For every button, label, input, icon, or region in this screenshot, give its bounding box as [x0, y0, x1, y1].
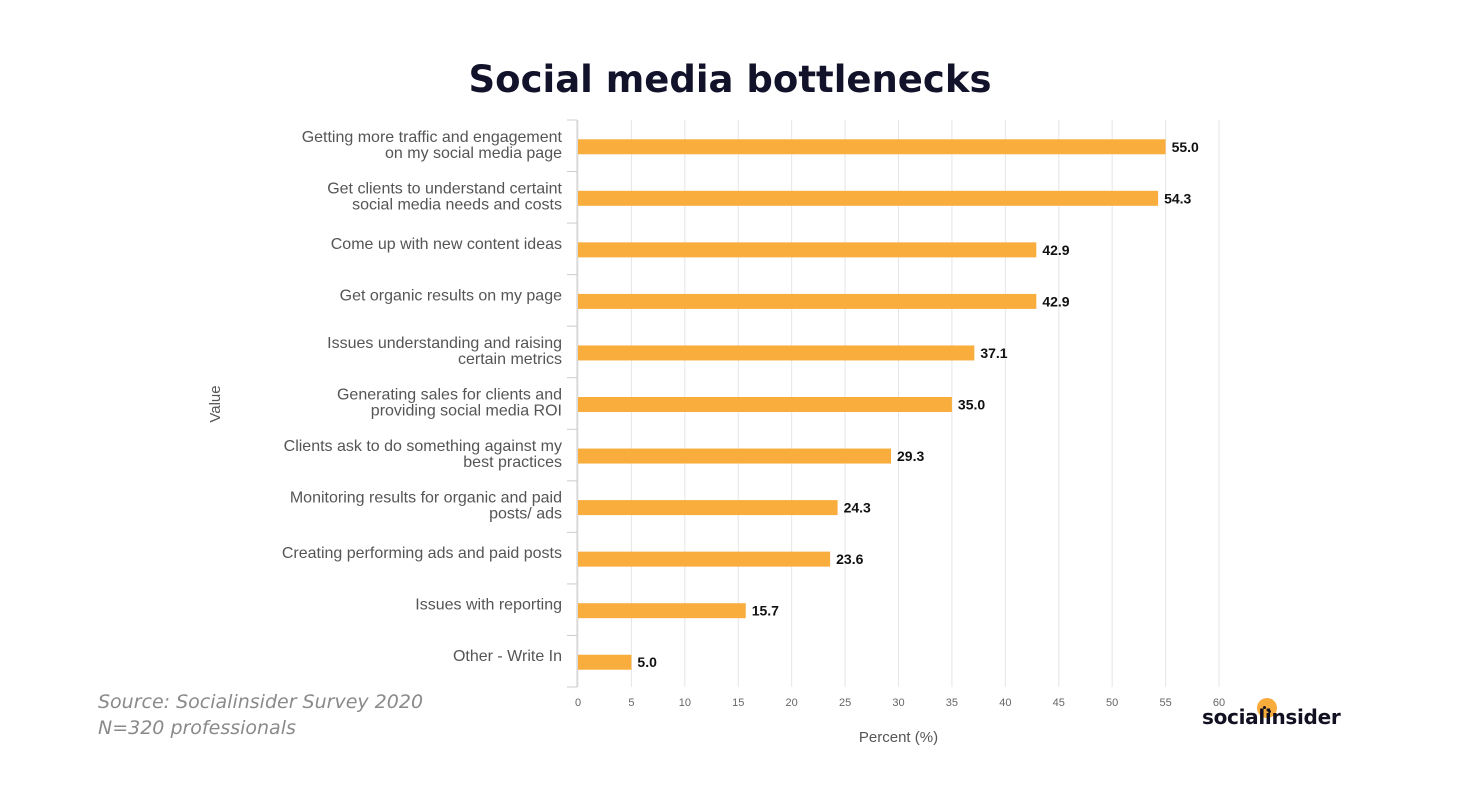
- bar: [578, 448, 892, 464]
- socialinsider-logo: socialinsider: [1202, 698, 1352, 732]
- bar: [578, 603, 746, 619]
- category-label: Creating performing ads and paid posts: [282, 545, 562, 562]
- category-label: on my social media page: [385, 145, 562, 162]
- data-label: 54.3: [1164, 190, 1191, 206]
- x-tick-label: 25: [839, 697, 851, 709]
- data-label: 29.3: [897, 448, 924, 464]
- x-tick-label: 50: [1106, 697, 1118, 709]
- logo-smiley-icon: [1257, 698, 1277, 718]
- x-tick-label: 5: [628, 697, 634, 709]
- source-note: Source: Socialinsider Survey 2020 N=320 …: [98, 689, 423, 741]
- x-tick-label: 20: [786, 697, 798, 709]
- x-tick-label: 15: [732, 697, 744, 709]
- category-label: Clients ask to do something against my: [284, 438, 562, 455]
- x-tick-label: 10: [679, 697, 691, 709]
- bar: [578, 397, 952, 412]
- labels: 0 5 10 15 20 25 30 35 40 45 50 55 60 55.0 Getting more…: [207, 129, 1225, 746]
- bar: [578, 293, 1037, 309]
- axes: [567, 119, 578, 688]
- category-label: posts/ ads: [489, 506, 562, 523]
- x-tick-label: 35: [946, 697, 958, 709]
- chart-title: Social media bottlenecks: [468, 58, 992, 101]
- category-label: Get organic results on my page: [340, 287, 562, 304]
- x-tick-label: 55: [1159, 697, 1171, 709]
- bar: [578, 190, 1159, 206]
- x-tick-label: 0: [575, 697, 581, 709]
- category-label: Other - Write In: [453, 648, 562, 665]
- x-tick-label: 60: [1213, 697, 1225, 709]
- data-label: 37.1: [980, 345, 1007, 361]
- x-tick-label: 40: [999, 697, 1011, 709]
- data-label: 35.0: [958, 397, 985, 413]
- y-axis-title: Value: [207, 385, 224, 422]
- source-line: Source: Socialinsider Survey 2020: [98, 691, 424, 713]
- category-label: Monitoring results for organic and paid: [290, 490, 562, 507]
- x-tick-label: 30: [892, 697, 904, 709]
- bar: [578, 345, 975, 361]
- category-label: Issues understanding and raising: [327, 335, 562, 352]
- category-label: certain metrics: [458, 351, 562, 368]
- data-label: 15.7: [752, 603, 779, 619]
- category-label: Come up with new content ideas: [331, 236, 562, 253]
- category-label: best practices: [463, 454, 562, 471]
- category-label: Getting more traffic and engagement: [302, 129, 563, 146]
- x-tick-label: 45: [1053, 697, 1065, 709]
- data-label: 42.9: [1042, 293, 1069, 309]
- bar: [578, 139, 1166, 155]
- category-label: providing social media ROI: [371, 403, 562, 420]
- bar: [578, 500, 838, 516]
- data-label: 24.3: [844, 500, 871, 516]
- bars: [578, 139, 1166, 670]
- data-label: 5.0: [637, 654, 657, 670]
- x-axis-title: Percent (%): [859, 729, 938, 746]
- bar: [578, 242, 1037, 258]
- bar: [578, 654, 632, 670]
- data-label: 42.9: [1042, 242, 1069, 258]
- data-label: 55.0: [1172, 139, 1199, 155]
- category-label: Get clients to understand certaint: [327, 180, 562, 197]
- category-label: social media needs and costs: [352, 196, 562, 213]
- logo-text: socialinsider: [1202, 705, 1341, 729]
- bar: [578, 551, 831, 567]
- category-label: Issues with reporting: [415, 597, 562, 614]
- category-label: Generating sales for clients and: [337, 387, 562, 404]
- sample-size-line: N=320 professionals: [98, 717, 296, 739]
- data-label: 23.6: [836, 551, 863, 567]
